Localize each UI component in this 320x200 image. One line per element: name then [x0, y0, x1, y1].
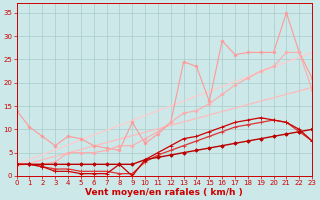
- X-axis label: Vent moyen/en rafales ( km/h ): Vent moyen/en rafales ( km/h ): [85, 188, 243, 197]
